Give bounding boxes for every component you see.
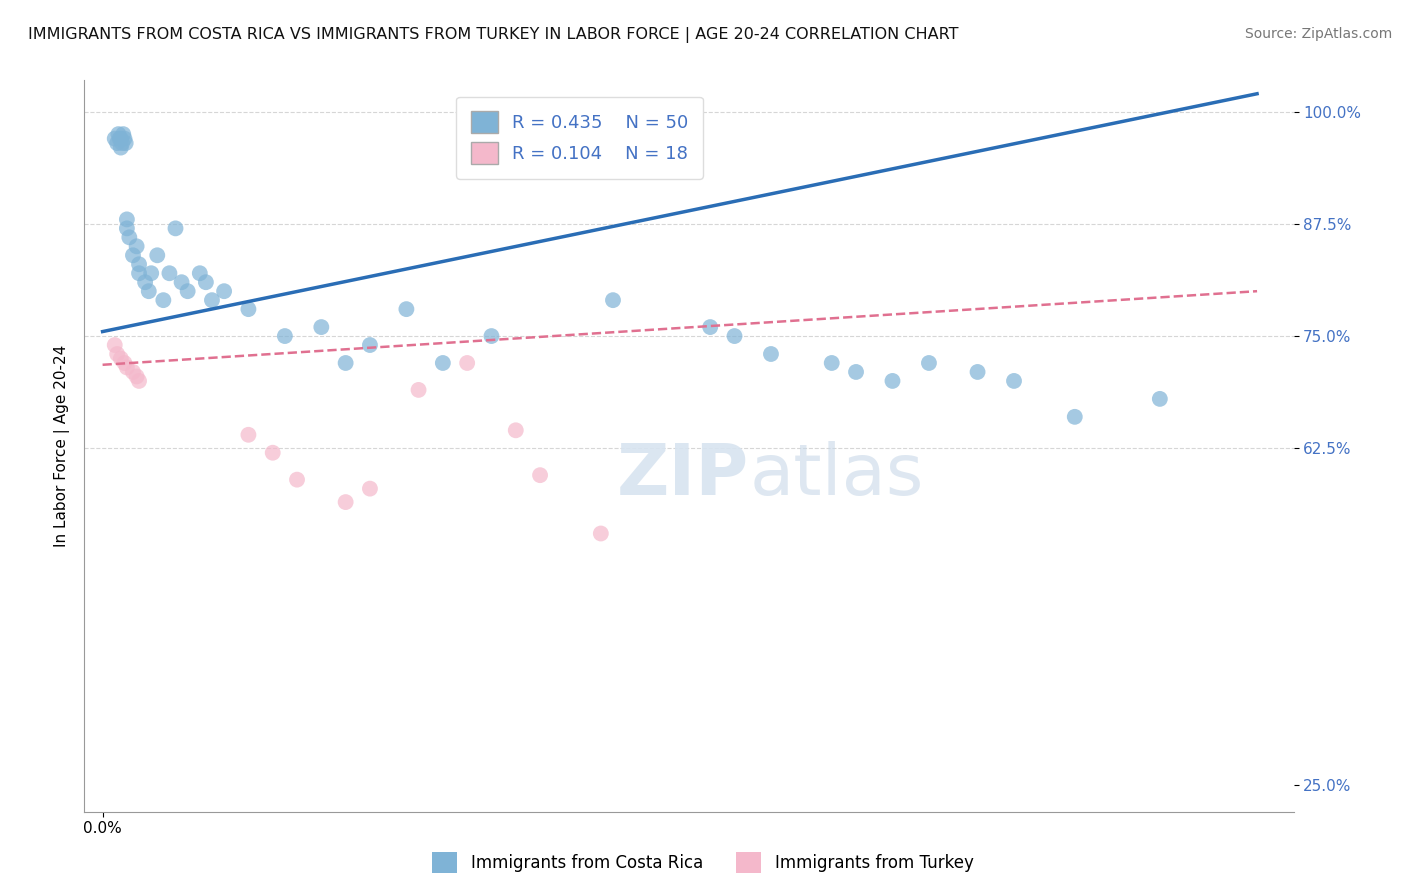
Point <box>285 473 308 487</box>
Point <box>845 365 868 379</box>
Point <box>359 338 381 352</box>
Point <box>170 275 193 289</box>
Point <box>1149 392 1171 406</box>
Point <box>115 221 138 235</box>
Point <box>104 338 127 352</box>
Point <box>111 136 134 150</box>
Point <box>395 302 418 317</box>
Point <box>432 356 454 370</box>
Text: IMMIGRANTS FROM COSTA RICA VS IMMIGRANTS FROM TURKEY IN LABOR FORCE | AGE 20-24 : IMMIGRANTS FROM COSTA RICA VS IMMIGRANTS… <box>28 27 959 43</box>
Point <box>821 356 844 370</box>
Point <box>529 468 551 483</box>
Point <box>146 248 169 262</box>
Point <box>408 383 430 397</box>
Point <box>128 266 150 280</box>
Point <box>481 329 503 343</box>
Point <box>589 526 612 541</box>
Point <box>112 127 135 141</box>
Text: ZIP: ZIP <box>617 441 749 509</box>
Point <box>138 284 160 298</box>
Point <box>602 293 624 308</box>
Point <box>122 248 145 262</box>
Point <box>104 131 127 145</box>
Point <box>114 136 136 150</box>
Point <box>115 212 138 227</box>
Legend: R = 0.435    N = 50, R = 0.104    N = 18: R = 0.435 N = 50, R = 0.104 N = 18 <box>456 96 703 178</box>
Point <box>759 347 782 361</box>
Point <box>238 427 260 442</box>
Point <box>110 140 132 154</box>
Point <box>125 369 148 384</box>
Point <box>159 266 181 280</box>
Point <box>262 446 284 460</box>
Point <box>141 266 163 280</box>
Point <box>882 374 904 388</box>
Point <box>110 351 132 366</box>
Point <box>505 423 527 437</box>
Text: Source: ZipAtlas.com: Source: ZipAtlas.com <box>1244 27 1392 41</box>
Text: atlas: atlas <box>749 441 924 509</box>
Point <box>201 293 224 308</box>
Point <box>1002 374 1025 388</box>
Point <box>122 365 145 379</box>
Point <box>125 239 148 253</box>
Point <box>359 482 381 496</box>
Point <box>128 374 150 388</box>
Point <box>194 275 217 289</box>
Point <box>108 131 131 145</box>
Point <box>918 356 941 370</box>
Point <box>238 302 260 317</box>
Y-axis label: In Labor Force | Age 20-24: In Labor Force | Age 20-24 <box>55 345 70 547</box>
Point <box>699 320 721 334</box>
Point <box>274 329 297 343</box>
Point <box>966 365 988 379</box>
Point <box>456 356 478 370</box>
Point <box>134 275 156 289</box>
Point <box>115 360 138 375</box>
Point <box>114 131 136 145</box>
Point <box>335 356 357 370</box>
Point <box>723 329 745 343</box>
Point <box>152 293 174 308</box>
Point <box>311 320 333 334</box>
Point <box>107 127 129 141</box>
Point <box>110 131 132 145</box>
Point <box>176 284 198 298</box>
Point <box>165 221 187 235</box>
Point <box>105 136 128 150</box>
Point <box>114 356 136 370</box>
Point <box>1063 409 1085 424</box>
Point <box>188 266 211 280</box>
Point <box>105 347 128 361</box>
Point <box>118 230 141 244</box>
Point <box>335 495 357 509</box>
Point <box>212 284 235 298</box>
Point <box>128 257 150 271</box>
Legend: Immigrants from Costa Rica, Immigrants from Turkey: Immigrants from Costa Rica, Immigrants f… <box>426 846 980 880</box>
